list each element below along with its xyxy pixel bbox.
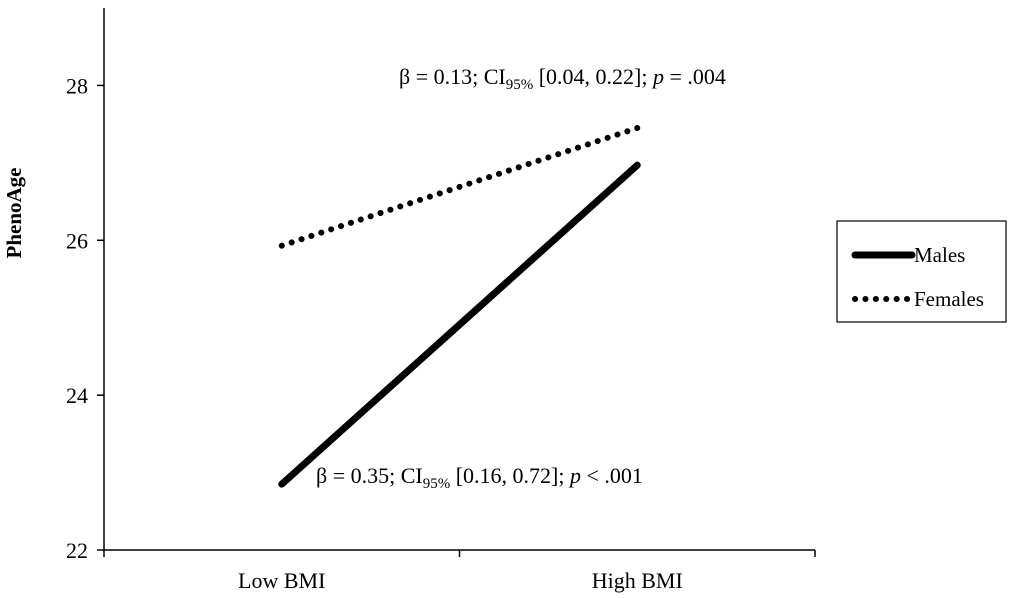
x-ticks: Low BMI High BMI	[103, 550, 816, 593]
legend-label-females: Females	[914, 287, 984, 311]
annotation-males: β = 0.35; CI95% [0.16, 0.72]; p < .001	[316, 463, 643, 492]
y-tick-label: 28	[66, 73, 88, 98]
legend-label-males: Males	[914, 243, 965, 267]
annotation-males-mid: [0.16, 0.72];	[450, 463, 570, 488]
annotation-females-p: p	[651, 64, 664, 89]
annotation-females-post: = .004	[664, 64, 726, 89]
series-line-females	[278, 125, 641, 249]
annotation-males-pre: β = 0.35; CI	[316, 463, 423, 488]
y-tick-label: 22	[66, 538, 88, 563]
y-tick-label: 24	[66, 383, 88, 408]
y-axis-label: PhenoAge	[2, 168, 26, 259]
y-tick-label: 26	[66, 228, 88, 253]
annotation-females: β = 0.13; CI95% [0.04, 0.22]; p = .004	[399, 64, 726, 93]
legend-box	[836, 220, 1007, 323]
annotation-females-sub: 95%	[506, 77, 534, 93]
annotation-males-post: < .001	[581, 463, 643, 488]
y-ticks: 22 24 26 28	[66, 73, 104, 563]
annotation-females-mid: [0.04, 0.22];	[533, 64, 653, 89]
annotation-females-pre: β = 0.13; CI	[399, 64, 506, 89]
legend: Males Females	[836, 220, 1007, 323]
annotation-males-sub: 95%	[423, 476, 451, 492]
x-category-label: High BMI	[592, 568, 683, 593]
x-category-label: Low BMI	[238, 568, 325, 593]
series-layer	[278, 125, 641, 488]
annotation-males-p: p	[568, 463, 581, 488]
series-line-males	[278, 161, 641, 488]
